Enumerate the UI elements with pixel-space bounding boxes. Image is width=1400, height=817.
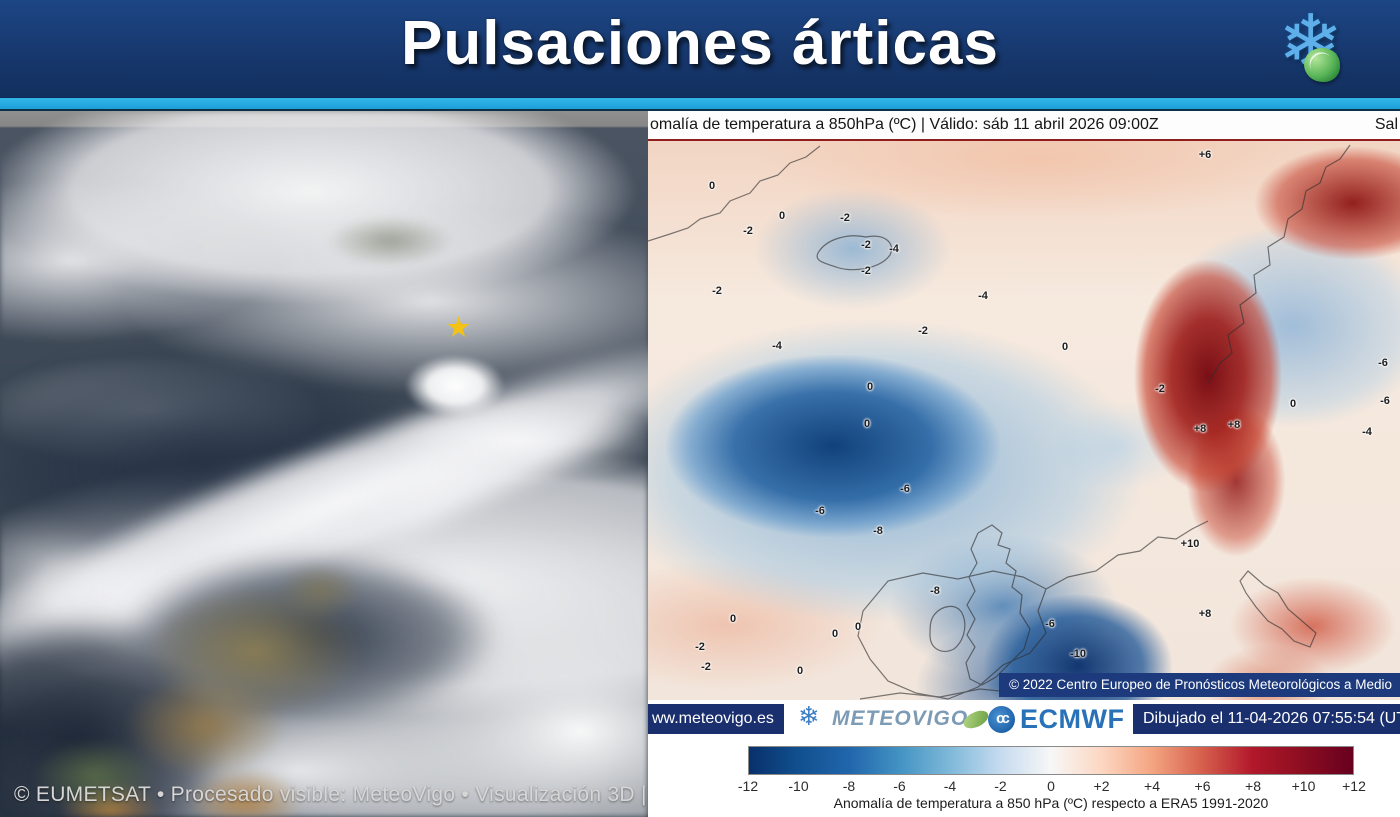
scale-tick-label: -8 [842,778,856,794]
map-footer: ww.meteovigo.es ❄ METEOVIGO cc ECMWF Dib… [648,700,1400,740]
ecmwf-mark-icon: cc [988,706,1015,733]
satellite-credit: © EUMETSAT • Procesado visible: MeteoVig… [14,783,647,806]
anomaly-map-panel: omalía de temperatura a 850hPa (ºC) | Vá… [648,111,1400,817]
website-badge: ww.meteovigo.es [648,704,784,734]
contour-label: 0 [778,210,786,222]
scale-tick-label: +2 [1093,778,1110,794]
globe-leaf-icon [1304,48,1340,82]
contour-label: +6 [1198,149,1212,161]
map-attribution: © 2022 Centro Europeo de Pronósticos Met… [999,673,1400,697]
contour-label: -6 [900,483,910,495]
contour-label: -6 [815,505,825,517]
scale-tick-label: +10 [1291,778,1316,794]
contour-label: -2 [695,641,705,653]
header-banner: Pulsaciones árticas ❄ [0,0,1400,97]
scale-tick-label: 0 [1047,778,1055,794]
color-scale-bar [748,746,1354,775]
page-title: Pulsaciones árticas [401,9,999,78]
header-divider [0,97,1400,111]
contour-label: 0 [854,621,862,633]
map-title: omalía de temperatura a 850hPa (ºC) | Vá… [650,116,1159,133]
contour-label: 0 [866,381,874,393]
contour-label: -2 [861,265,871,277]
land-patches [0,111,648,817]
color-scale-caption: Anomalía de temperatura a 850 hPa (ºC) r… [833,795,1269,811]
contour-label: 0 [729,613,737,625]
contour-label: -2 [743,225,753,237]
contour-label: -4 [772,340,782,352]
scale-tick-label: -12 [737,778,759,794]
scale-tick-label: +8 [1245,778,1261,794]
contour-label: -6 [1378,357,1388,369]
scale-tick-label: -6 [893,778,906,794]
scale-tick-label: -2 [994,778,1007,794]
contour-label: -10 [1070,648,1086,660]
highlight-glow [405,355,505,417]
scale-tick-label: +4 [1144,778,1160,794]
temperature-anomaly-field: +6 0 0 -2 -2 -2 -4 -2 -2 -2 -4 -4 0 0 -2 0 -6 -6 -8 +8 +8 +10… [648,141,1400,700]
meteovigo-logo: METEOVIGO [832,707,969,730]
map-title-bar: omalía de temperatura a 850hPa (ºC) | Vá… [648,111,1400,141]
contour-label: -8 [930,585,940,597]
contour-label: 0 [1289,398,1297,410]
ecmwf-wordmark: ECMWF [1020,704,1125,734]
contour-label: +8 [1198,608,1212,620]
satellite-panel: © EUMETSAT • Procesado visible: MeteoVig… [0,111,648,817]
coastlines [648,144,1400,700]
snowflake-icon: ❄ [798,701,820,731]
contour-label: -4 [889,243,899,255]
contour-label: -4 [1362,426,1372,438]
contour-label: +10 [1180,538,1200,550]
contour-label: -2 [918,325,928,337]
contour-label: 0 [863,418,871,430]
contour-label: -8 [873,525,883,537]
scale-tick-label: +6 [1194,778,1211,794]
contour-label: 0 [831,628,839,640]
contour-label: -4 [978,290,988,302]
contour-label: +8 [1193,423,1207,435]
contour-label: -2 [1155,383,1165,395]
contour-label: -2 [861,239,871,251]
contour-label: 0 [708,180,716,192]
scale-tick-label: -4 [943,778,957,794]
contour-label: -6 [1380,395,1390,407]
snowflake-globe-icon: ❄ [1278,0,1368,96]
contour-label: 0 [796,665,804,677]
scale-tick-label: -10 [788,778,809,794]
contour-label: -2 [712,285,722,297]
scale-tick-label: +12 [1342,778,1366,794]
contour-label: -2 [701,661,711,673]
contour-label: +8 [1227,419,1241,431]
contour-label: 0 [1061,341,1069,353]
contour-label: -2 [840,212,850,224]
map-title-right-cut: Sal [1374,116,1398,133]
color-scale-ticks: -12 -10 -8 -6 -4 -2 0 +2 +4 +6 +8 +10 +12 [738,778,1366,794]
contour-label: -6 [1045,618,1055,630]
drawn-timestamp-badge: Dibujado el 11-04-2026 07:55:54 (UT [1133,704,1400,734]
